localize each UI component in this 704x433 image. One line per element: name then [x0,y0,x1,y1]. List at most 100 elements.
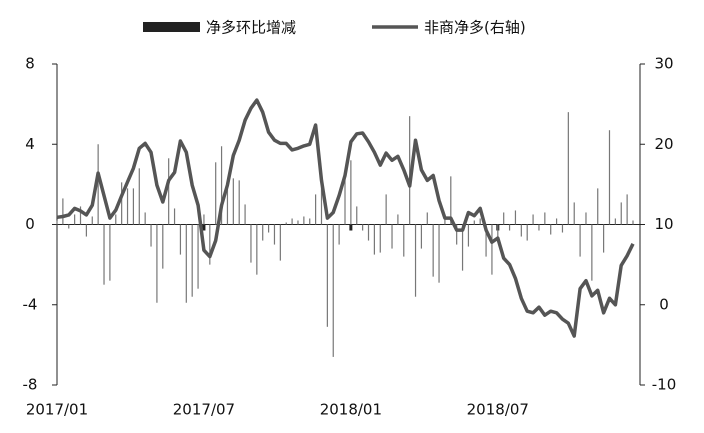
bar [68,224,70,229]
y-tick-label: -4 [23,295,38,313]
bar [573,202,575,225]
bar [56,220,58,225]
bar [179,224,182,255]
bar [320,178,323,225]
bar [79,206,82,225]
bar [74,214,76,225]
bar [350,160,352,225]
bar [238,180,240,225]
y2-tick-label: 0 [659,295,669,313]
bar [191,224,193,297]
bar [467,224,470,247]
bar [520,224,522,237]
bar [85,224,87,237]
bar [291,218,293,225]
bar [420,224,423,249]
bar [461,224,464,271]
y-tick-label: 0 [25,215,35,233]
bar [332,224,334,357]
bar [121,182,123,225]
bar [479,218,481,225]
y2-tick-label: 20 [654,135,673,153]
bar [162,224,164,269]
bar [544,212,546,225]
y-tick-label: 4 [25,135,35,153]
bar [97,144,99,225]
bar [103,224,105,285]
bar [367,224,370,241]
bar [503,212,505,225]
bar [362,224,364,231]
x-tick-label: 2018/07 [467,401,529,419]
bar [356,206,358,225]
bar [326,224,328,327]
bar [561,224,564,233]
y-tick-label: -8 [23,376,38,394]
bar [150,224,152,247]
bar [444,216,446,225]
bar [232,178,234,225]
bar [579,224,581,257]
bar [379,224,381,253]
bar [267,224,270,233]
x-tick-label: 2017/07 [173,401,235,419]
bar [456,224,458,245]
bar [373,224,375,255]
bar [538,224,540,231]
bar [185,224,187,303]
bar [550,224,552,235]
bar [91,216,93,225]
bar [597,188,599,225]
bar [497,224,499,237]
bar [403,224,405,257]
bar [244,204,246,225]
bar [62,198,64,225]
bar [397,214,399,225]
bar [591,224,593,281]
bar [608,130,611,225]
y2-tick-label: -10 [652,376,677,394]
bar [273,224,276,245]
bar [555,218,558,225]
bar [385,194,387,225]
bar [138,168,140,225]
bar [132,188,135,225]
x-tick-label: 2017/01 [26,401,88,419]
bar [426,212,428,225]
bar [109,224,111,281]
bar [220,146,223,225]
bar [297,220,299,225]
bar [203,214,205,225]
bar [567,112,569,225]
bar [438,224,440,283]
bar [309,218,311,225]
bar [603,224,605,253]
bar [585,212,587,225]
bar [156,224,158,303]
y2-tick-label: 10 [654,215,673,233]
bar [226,182,229,225]
bar [126,188,129,225]
bar [491,224,493,275]
bar [338,224,340,245]
bar [197,224,199,289]
legend-label: 非商净多(右轴) [424,19,526,37]
bar [303,216,305,225]
bar [279,224,281,261]
bar [409,116,411,225]
bar [526,224,528,241]
y-tick-label: 8 [25,55,35,73]
legend-swatch [143,22,200,32]
bar [632,220,634,225]
legend-label: 净多环比增减 [206,19,296,37]
bar [532,214,534,225]
bar [626,194,628,225]
line [56,98,635,338]
bar [614,218,616,225]
bar [344,178,346,225]
bar [391,224,393,249]
bar [144,212,146,225]
bar [514,210,517,225]
bar [285,222,287,225]
